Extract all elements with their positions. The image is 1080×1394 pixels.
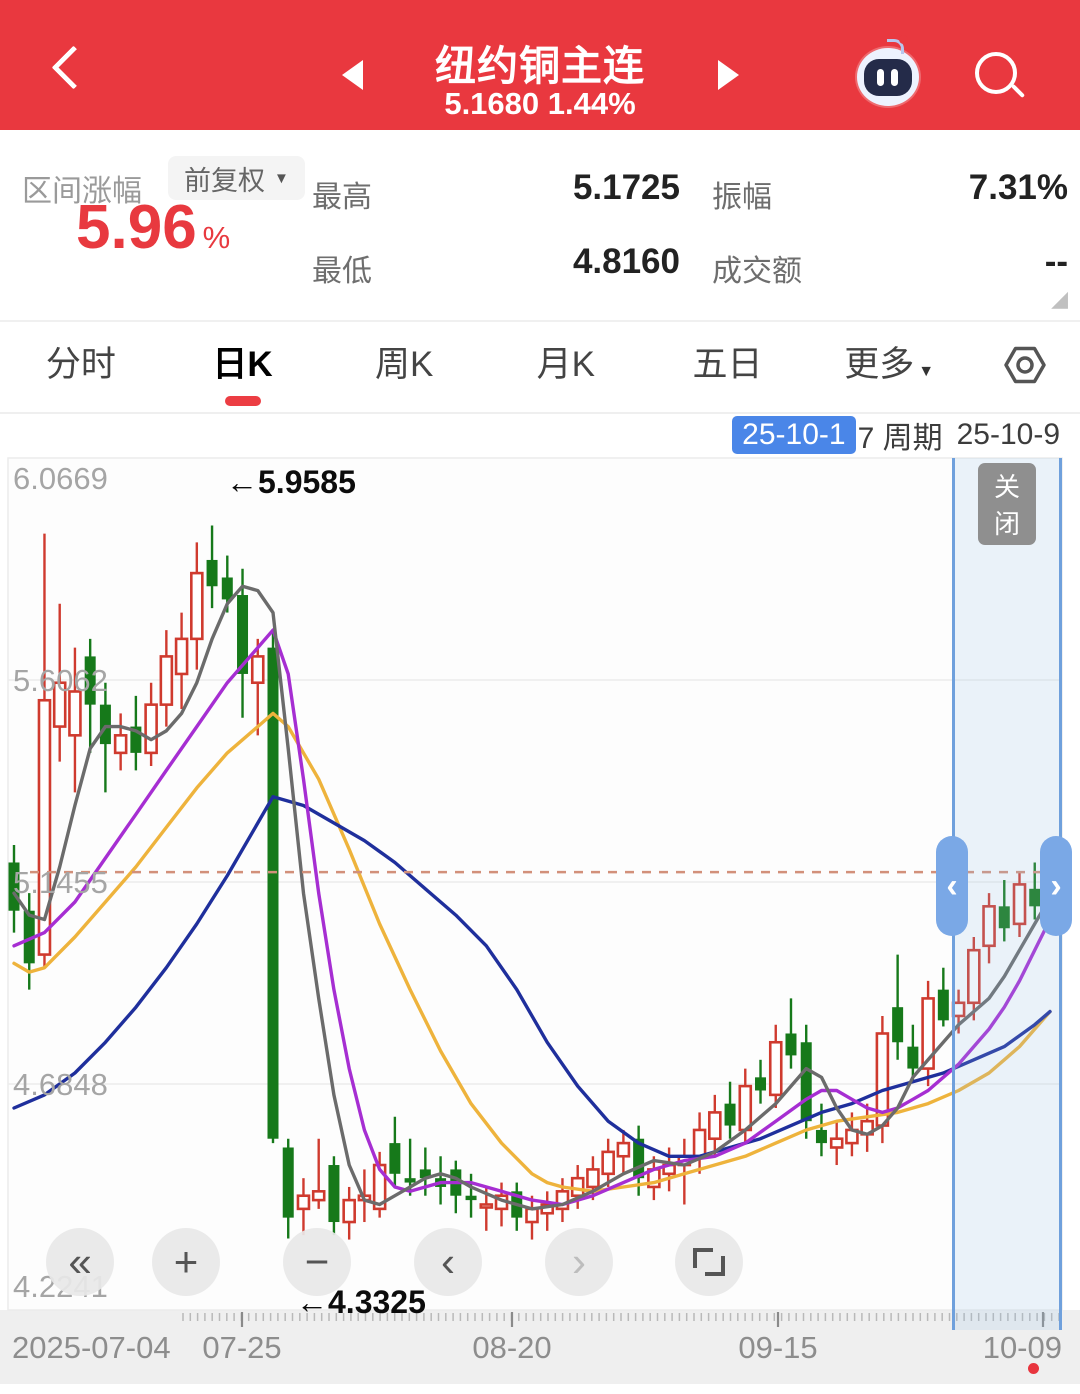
chevron-down-icon: ▼ (274, 169, 289, 187)
y-axis-label: 5.1455 (13, 865, 108, 900)
adjust-mode-dropdown[interactable]: 前复权 ▼ (168, 156, 305, 200)
header-price: 5.1680 1.44% (444, 86, 636, 121)
close-selection-button[interactable]: 关闭 (977, 463, 1037, 545)
latest-session-dot (1028, 1363, 1039, 1374)
tab-minute[interactable]: 分时 (45, 345, 116, 384)
turnover-label: 成交额 (712, 255, 802, 288)
high-value: 5.1725 (572, 168, 680, 207)
rewind-button[interactable]: « (46, 1228, 114, 1296)
selection-right-handle[interactable]: › (1040, 836, 1072, 936)
y-axis-label: 5.6062 (13, 663, 108, 698)
fullscreen-button[interactable] (675, 1228, 743, 1296)
stats-panel: 区间涨幅 前复权 ▼ 5.96% 最高 5.1725 振幅 7.31% 最低 4… (0, 130, 1080, 322)
adjust-mode-value: 前复权 (184, 165, 265, 196)
low-value: 4.8160 (572, 242, 680, 281)
period-start-date[interactable]: 25-10-1 (732, 416, 856, 454)
low-label: 最低 (312, 255, 372, 288)
robot-face (864, 59, 912, 96)
tab-more-dropdown[interactable]: 更多 ▼ (844, 345, 935, 384)
y-axis-label: 4.6848 (13, 1067, 108, 1102)
period-count-label: 7 周期 (857, 422, 943, 455)
selection-left-handle[interactable]: ‹ (936, 836, 968, 936)
amplitude-value: 7.31% (968, 168, 1068, 207)
range-change-value: 5.96% (76, 193, 231, 262)
robot-antenna (887, 39, 904, 54)
amplitude-label: 振幅 (712, 181, 772, 214)
turnover-value: -- (1044, 242, 1068, 281)
robot-antenna-dot (899, 35, 908, 44)
x-axis-panel (0, 1310, 1080, 1384)
selected-period-bar: 25-10-1 7 周期 25-10-9 (0, 412, 1068, 458)
active-tab-indicator (224, 396, 261, 406)
pan-right-button[interactable]: › (545, 1228, 613, 1296)
high-annotation: ←5.9585 (226, 464, 356, 500)
robot-assistant-icon[interactable] (857, 35, 919, 106)
range-change-label: 区间涨幅 (22, 175, 142, 208)
prev-instrument-button[interactable] (342, 60, 363, 90)
zoom-in-button[interactable]: + (152, 1228, 220, 1296)
period-end-date[interactable]: 25-10-9 (948, 416, 1068, 454)
search-icon[interactable] (975, 52, 1017, 94)
tab-monthly-k[interactable]: 月K (536, 345, 596, 384)
y-axis-label: 6.0669 (13, 461, 108, 496)
chart-settings-button[interactable] (970, 343, 1080, 392)
expand-corner-icon[interactable]: ◢ (1051, 286, 1068, 311)
next-instrument-button[interactable] (718, 60, 739, 90)
pan-left-button[interactable]: ‹ (414, 1228, 482, 1296)
settings-hexagon-icon (1004, 346, 1046, 383)
x-axis-label: 10-09 (982, 1330, 1062, 1365)
header-bar: 纽约铜主连 5.1680 1.44% (0, 0, 1080, 130)
x-axis-label: 08-20 (472, 1330, 552, 1365)
kline-tab-bar: 分时 日K 周K 月K 五日 更多 ▼ (0, 322, 1080, 414)
x-axis-label: 07-25 (202, 1330, 282, 1365)
tab-daily-k[interactable]: 日K (162, 322, 324, 412)
high-label: 最高 (312, 181, 372, 214)
x-axis-label: 2025-07-04 (12, 1330, 171, 1365)
zoom-out-button[interactable]: − (283, 1228, 351, 1296)
page-title: 纽约铜主连 (435, 43, 645, 89)
tab-weekly-k[interactable]: 周K (375, 345, 434, 384)
tab-five-day[interactable]: 五日 (692, 345, 763, 384)
x-axis-label: 09-15 (738, 1330, 818, 1365)
